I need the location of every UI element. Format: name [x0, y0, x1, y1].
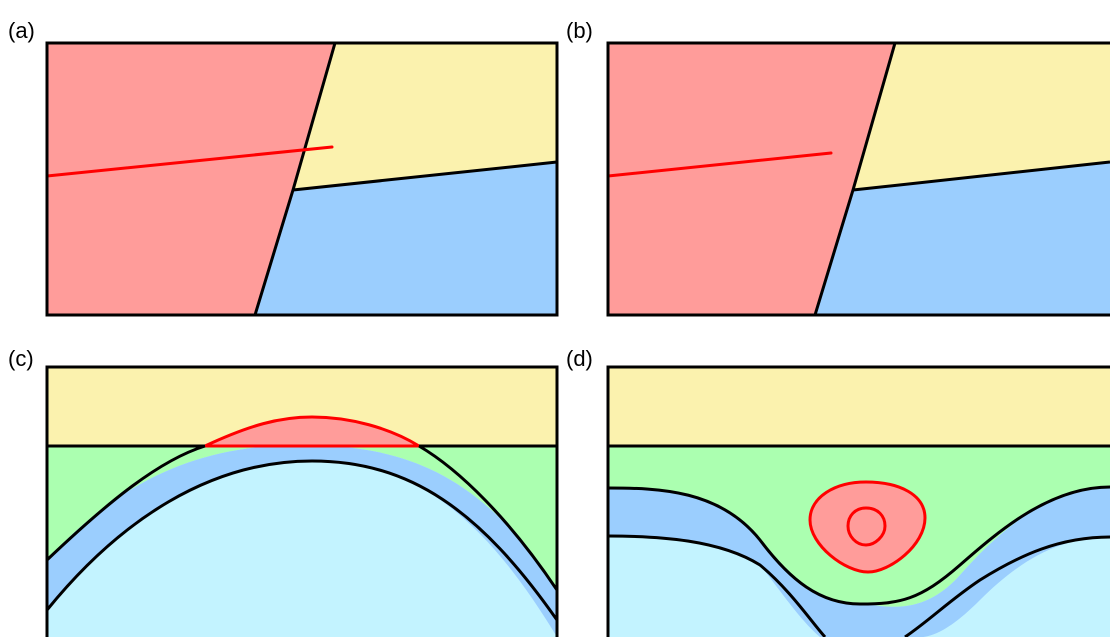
panel-c-frame: [45, 365, 559, 637]
panel-label-a: (a): [8, 18, 35, 43]
panel-d: [608, 367, 1110, 637]
panel-d-blue-layer: [608, 487, 1110, 637]
panel-d-red-ring-outer: [808, 480, 927, 574]
panel-d-fold-upper: [608, 485, 1110, 606]
panel-d-red-ring-inner: [846, 506, 887, 547]
panel-d-yellow-layer: [608, 367, 1110, 446]
panel-d-fold-lower: [608, 534, 1110, 637]
panel-a-red-block: [47, 43, 335, 315]
panel-c-blue-layer: [47, 445, 557, 637]
panel-b-red-block: [608, 43, 895, 315]
panel-b: [608, 43, 1110, 315]
panel-a-horizon-line: [292, 160, 557, 192]
panel-c-fold-lower: [47, 459, 557, 621]
panel-b-horizon-line: [852, 160, 1110, 192]
panel-label-c: (c): [8, 346, 34, 371]
panel-c-fold-upper: [47, 444, 557, 591]
panel-a-yellow-block: [293, 43, 557, 190]
panel-c: [47, 367, 557, 637]
panel-a-blue-block: [255, 162, 557, 315]
panel-b-frame: [606, 41, 1110, 317]
panel-b-red-line: [608, 151, 833, 178]
panel-b-yellow-block: [853, 43, 1110, 190]
panel-d-frame: [606, 365, 1110, 637]
panel-b-blue-block: [815, 162, 1110, 315]
panel-label-b: (b): [566, 18, 593, 43]
panel-label-d: (d): [566, 346, 593, 371]
panel-a-red-line: [47, 145, 334, 178]
panel-c-red-lens-outline: [203, 415, 425, 448]
panel-c-green-layer: [47, 445, 557, 590]
panel-a: [47, 43, 557, 315]
panel-a-frame: [45, 41, 559, 317]
